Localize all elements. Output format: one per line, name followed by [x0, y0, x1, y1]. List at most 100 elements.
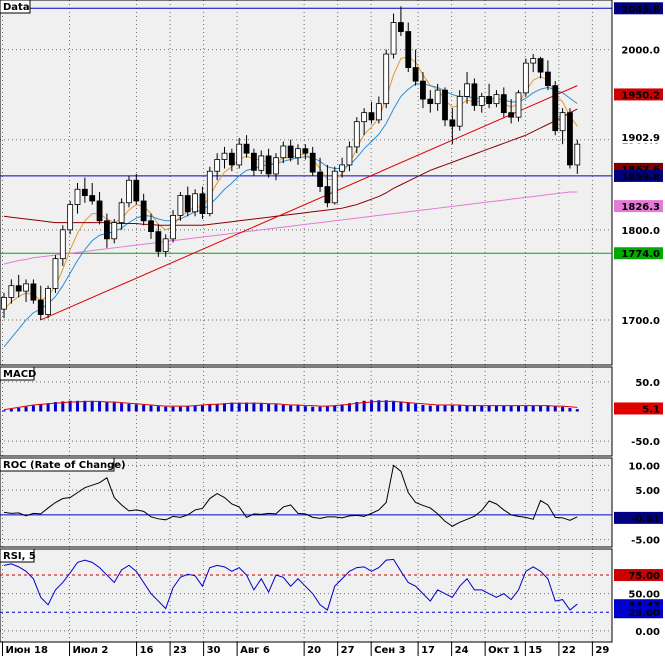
candle-body	[67, 204, 74, 231]
x-tick-label: 17	[421, 645, 435, 656]
candle-body	[559, 112, 566, 132]
candle-body	[574, 143, 581, 166]
x-tick-label: 29	[595, 645, 609, 656]
candle-body	[309, 152, 316, 173]
candle-body	[23, 283, 29, 292]
candle-body	[96, 200, 103, 222]
candle-body	[471, 83, 478, 106]
y-tick-label: 0.00	[635, 627, 660, 638]
price-label: 1859.8	[621, 172, 660, 183]
price-label-box	[614, 247, 663, 260]
candle-body	[162, 238, 169, 252]
candle-body	[397, 22, 404, 32]
x-tick-label: 20	[307, 645, 321, 656]
x-tick-label: Сен 3	[374, 645, 406, 656]
candle-body	[228, 152, 235, 166]
candle-body	[206, 170, 213, 214]
rsi-value-label: 75.00	[628, 571, 660, 582]
candle-body	[170, 214, 176, 240]
candle-body	[15, 285, 22, 292]
candle-body	[111, 222, 118, 240]
panel-title: RSI, 5	[3, 551, 36, 562]
candle-body	[500, 94, 507, 114]
panel-title: Data	[3, 2, 30, 13]
candle-body	[375, 103, 382, 121]
y-tick-label: 1800.0	[621, 226, 660, 237]
roc-line	[3, 464, 578, 527]
candle-body	[148, 220, 154, 233]
candle-body	[302, 148, 309, 154]
candle-body	[405, 31, 412, 68]
y-tick-label: 50.0	[635, 378, 660, 389]
panel-title-box	[0, 0, 31, 14]
y-tick-label: 1700.0	[621, 316, 660, 327]
candle-body	[192, 193, 199, 213]
candle-body	[420, 80, 426, 100]
roc-value-label: -0.61	[631, 514, 660, 525]
candle-body	[530, 58, 537, 64]
roc-value-box	[614, 511, 663, 524]
candle-body	[45, 287, 51, 315]
candle-body	[464, 83, 470, 97]
candle-body	[236, 143, 243, 166]
candle-body	[126, 179, 132, 204]
candle-body	[104, 220, 110, 240]
candle-body	[221, 152, 228, 160]
x-tick-label: 23	[173, 645, 187, 656]
panel-title-box	[0, 548, 35, 563]
price-label: 1950.2	[621, 90, 660, 101]
candle-body	[361, 112, 368, 123]
candle-body	[273, 157, 279, 175]
price-label-box	[614, 131, 663, 144]
trend-line	[40, 85, 578, 321]
price-label-box	[614, 169, 663, 182]
panel-title-box	[0, 457, 115, 472]
candle-body	[59, 229, 66, 260]
candle-body	[52, 258, 59, 289]
candle-body	[383, 53, 390, 105]
candle-body	[30, 283, 37, 301]
rsi-line	[3, 558, 578, 611]
candle-body	[324, 186, 331, 204]
candle-body	[545, 71, 551, 87]
candle-body	[486, 96, 493, 105]
candle-body	[1, 297, 7, 310]
candle-body	[493, 94, 500, 105]
candle-body	[118, 202, 125, 224]
panel-3	[0, 548, 613, 643]
candle-body	[412, 67, 419, 82]
y-tick-label: 50.00	[628, 590, 660, 601]
x-tick-label: Июн 18	[6, 645, 48, 656]
price-label: 2045.8	[621, 4, 660, 15]
candle-body	[177, 195, 184, 216]
candle-body	[133, 179, 140, 202]
candle-body	[508, 112, 515, 118]
price-label: 1902.9	[621, 133, 660, 144]
panel-0	[0, 0, 613, 366]
candle-body	[368, 112, 375, 121]
candle-body	[390, 22, 397, 55]
candle-body	[265, 155, 272, 175]
y-tick-label: 10.00	[628, 461, 660, 472]
candle-body	[140, 200, 147, 222]
x-tick-label: 22	[562, 645, 576, 656]
candle-body	[258, 155, 265, 171]
macd-value-label: 5.1	[642, 404, 660, 415]
candle-body	[37, 299, 44, 315]
candle-body	[339, 164, 346, 172]
panel-title-box	[0, 366, 35, 381]
candle-body	[243, 143, 250, 154]
panel-2	[0, 457, 613, 548]
y-tick-label: 2000.0	[621, 46, 660, 57]
candle-body	[515, 92, 522, 118]
candle-body	[8, 285, 15, 298]
candle-body	[295, 148, 301, 159]
x-tick-label: Окт 1	[488, 645, 520, 656]
y-tick-label: -5.00	[631, 536, 660, 547]
x-tick-label: 16	[140, 645, 154, 656]
candle-body	[287, 145, 294, 159]
moving-average-line	[3, 191, 578, 265]
candle-body	[478, 96, 485, 106]
candle-body	[184, 195, 191, 213]
